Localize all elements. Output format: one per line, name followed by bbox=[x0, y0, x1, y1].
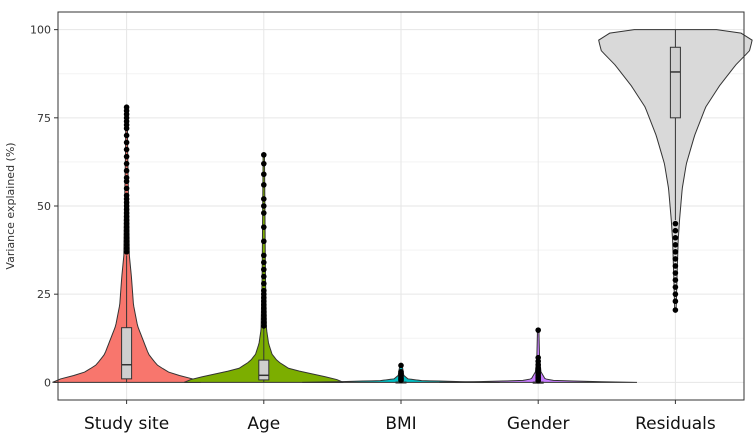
outlier-point bbox=[672, 277, 679, 283]
outlier-point bbox=[535, 327, 541, 333]
outlier-point bbox=[123, 146, 130, 153]
x-tick-label: Study site bbox=[84, 414, 169, 434]
outlier-point bbox=[261, 280, 267, 287]
outlier-point bbox=[123, 132, 130, 139]
outlier-point bbox=[261, 203, 267, 209]
x-tick-label: Residuals bbox=[635, 414, 716, 434]
box bbox=[121, 327, 133, 380]
y-tick-label: 100 bbox=[30, 24, 51, 37]
outlier-point bbox=[261, 273, 267, 280]
outlier-point bbox=[123, 185, 130, 192]
outlier-point bbox=[672, 249, 679, 255]
outlier-point bbox=[123, 167, 130, 174]
outlier-point bbox=[123, 104, 130, 111]
outlier-point bbox=[672, 242, 679, 248]
outlier-point bbox=[672, 220, 679, 227]
outlier-point bbox=[261, 252, 267, 259]
outlier-point bbox=[672, 227, 679, 234]
box bbox=[258, 359, 270, 381]
y-axis-title: Variance explained (%) bbox=[4, 142, 17, 269]
outlier-point bbox=[261, 287, 267, 294]
outlier-point bbox=[261, 152, 267, 158]
y-tick-label: 50 bbox=[37, 200, 51, 213]
outlier-point bbox=[672, 307, 679, 313]
outliers bbox=[123, 104, 679, 384]
axes: 0 25 50 75 100 Study site Age BMI Gender Residual… bbox=[30, 11, 745, 434]
outlier-point bbox=[398, 368, 404, 375]
y-tick-label: 75 bbox=[37, 112, 51, 125]
outlier-point bbox=[672, 298, 679, 305]
y-tick-label: 0 bbox=[44, 376, 51, 389]
outlier-point bbox=[535, 354, 541, 361]
outlier-point bbox=[398, 362, 404, 369]
outlier-point bbox=[261, 210, 267, 216]
labels: Variance explained (%) bbox=[4, 142, 17, 269]
outlier-point bbox=[261, 224, 267, 230]
outlier-point bbox=[261, 160, 267, 167]
y-tick-label: 25 bbox=[37, 288, 51, 301]
outlier-point bbox=[261, 238, 267, 245]
outlier-point bbox=[672, 270, 679, 276]
outlier-point bbox=[672, 234, 679, 241]
outlier-point bbox=[672, 291, 679, 297]
outlier-point bbox=[261, 259, 267, 266]
outlier-point bbox=[261, 196, 267, 202]
outlier-point bbox=[123, 192, 130, 199]
x-tick-label: Gender bbox=[507, 414, 570, 434]
x-tick-label: BMI bbox=[385, 414, 416, 434]
box bbox=[669, 46, 681, 119]
outlier-point bbox=[672, 263, 679, 269]
outlier-point bbox=[123, 174, 130, 181]
outlier-point bbox=[672, 284, 679, 290]
outlier-point bbox=[261, 171, 267, 178]
outlier-point bbox=[261, 182, 267, 188]
outlier-point bbox=[123, 160, 130, 167]
outlier-point bbox=[123, 139, 130, 146]
x-tick-label: Age bbox=[247, 414, 280, 434]
outlier-point bbox=[261, 266, 267, 273]
outlier-point bbox=[672, 256, 679, 262]
outlier-point bbox=[123, 153, 130, 160]
